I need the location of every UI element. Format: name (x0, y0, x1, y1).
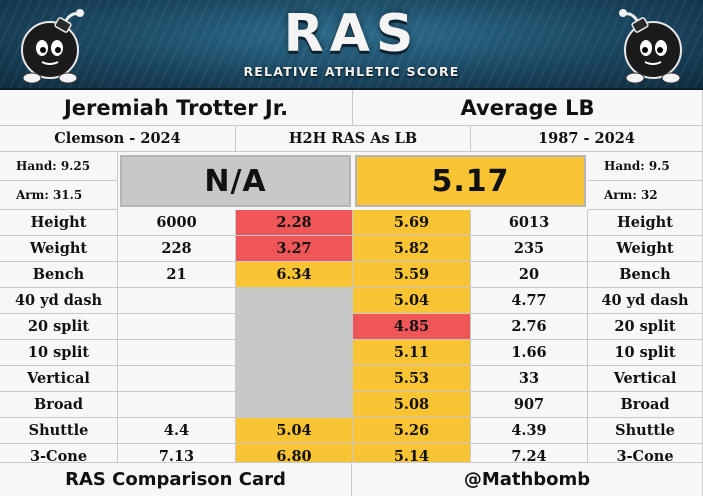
metric-label-right: 10 split (588, 340, 703, 366)
left-metric-score (236, 288, 353, 314)
bomb-mascot-icon (21, 9, 84, 84)
right-metric-score: 5.59 (353, 262, 471, 288)
comparison-grid: Jeremiah Trotter Jr. Average LB Clemson … (0, 90, 703, 470)
left-metric-score (236, 392, 353, 418)
metric-label: 40 yd dash (0, 288, 118, 314)
right-metric-score: 5.53 (353, 366, 471, 392)
metric-label-right: Weight (588, 236, 703, 262)
metric-label: Broad (0, 392, 118, 418)
metric-label: Bench (0, 262, 118, 288)
right-metric-value: 2.76 (471, 314, 588, 340)
right-player-name: Average LB (353, 90, 703, 126)
left-school-year: Clemson - 2024 (0, 126, 236, 152)
right-metric-score: 5.08 (353, 392, 471, 418)
left-ras-score: N/A (120, 155, 351, 207)
left-metric-value (118, 340, 236, 366)
metric-label: Vertical (0, 366, 118, 392)
h2h-label: H2H RAS As LB (236, 126, 471, 152)
left-metric-value: 21 (118, 262, 236, 288)
right-arm-length: Arm: 32 (588, 181, 703, 210)
footer-title: RAS Comparison Card (0, 463, 352, 496)
right-metric-score: 5.04 (353, 288, 471, 314)
right-metric-value: 1.66 (471, 340, 588, 366)
left-player-name: Jeremiah Trotter Jr. (0, 90, 353, 126)
metric-label-right: Height (588, 210, 703, 236)
footer-handle: @Mathbomb (352, 463, 703, 496)
right-hand-size: Hand: 9.5 (588, 152, 703, 181)
header-banner: RAS RELATIVE ATHLETIC SCORE (0, 0, 703, 90)
right-metric-score: 5.69 (353, 210, 471, 236)
metric-label-right: 40 yd dash (588, 288, 703, 314)
left-metric-score: 6.34 (236, 262, 353, 288)
metric-label: Weight (0, 236, 118, 262)
ras-logo: RAS (283, 4, 420, 64)
metric-label: 10 split (0, 340, 118, 366)
right-metric-value: 33 (471, 366, 588, 392)
logo-subtitle: RELATIVE ATHLETIC SCORE (243, 64, 460, 79)
metric-label: 20 split (0, 314, 118, 340)
card-footer: RAS Comparison Card @Mathbomb (0, 462, 703, 496)
right-metric-score: 5.26 (353, 418, 471, 444)
metric-label: Shuttle (0, 418, 118, 444)
right-metric-value: 235 (471, 236, 588, 262)
metric-label-right: Shuttle (588, 418, 703, 444)
left-metric-value (118, 366, 236, 392)
bomb-mascot-icon (619, 9, 682, 84)
left-metric-value (118, 314, 236, 340)
left-metric-score: 2.28 (236, 210, 353, 236)
metric-label-right: 20 split (588, 314, 703, 340)
metric-label-right: Bench (588, 262, 703, 288)
metric-label: Height (0, 210, 118, 236)
left-metric-score (236, 314, 353, 340)
left-metric-value: 4.4 (118, 418, 236, 444)
right-metric-score: 5.11 (353, 340, 471, 366)
right-metric-value: 4.39 (471, 418, 588, 444)
metric-label-right: Vertical (588, 366, 703, 392)
right-metric-value: 20 (471, 262, 588, 288)
right-metric-value: 6013 (471, 210, 588, 236)
right-ras-score: 5.17 (355, 155, 586, 207)
logo-block: RAS RELATIVE ATHLETIC SCORE (0, 6, 703, 79)
left-metric-score (236, 340, 353, 366)
metric-label-right: Broad (588, 392, 703, 418)
left-metric-value: 228 (118, 236, 236, 262)
left-metric-value (118, 392, 236, 418)
right-metric-value: 907 (471, 392, 588, 418)
left-metric-score: 3.27 (236, 236, 353, 262)
left-hand-size: Hand: 9.25 (0, 152, 118, 181)
left-metric-score (236, 366, 353, 392)
left-metric-score: 5.04 (236, 418, 353, 444)
left-arm-length: Arm: 31.5 (0, 181, 118, 210)
right-year-range: 1987 - 2024 (471, 126, 703, 152)
right-metric-score: 5.82 (353, 236, 471, 262)
left-metric-value (118, 288, 236, 314)
right-metric-score: 4.85 (353, 314, 471, 340)
left-metric-value: 6000 (118, 210, 236, 236)
right-metric-value: 4.77 (471, 288, 588, 314)
